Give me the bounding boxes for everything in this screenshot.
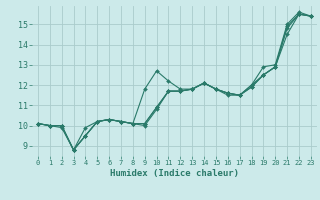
X-axis label: Humidex (Indice chaleur): Humidex (Indice chaleur) — [110, 169, 239, 178]
